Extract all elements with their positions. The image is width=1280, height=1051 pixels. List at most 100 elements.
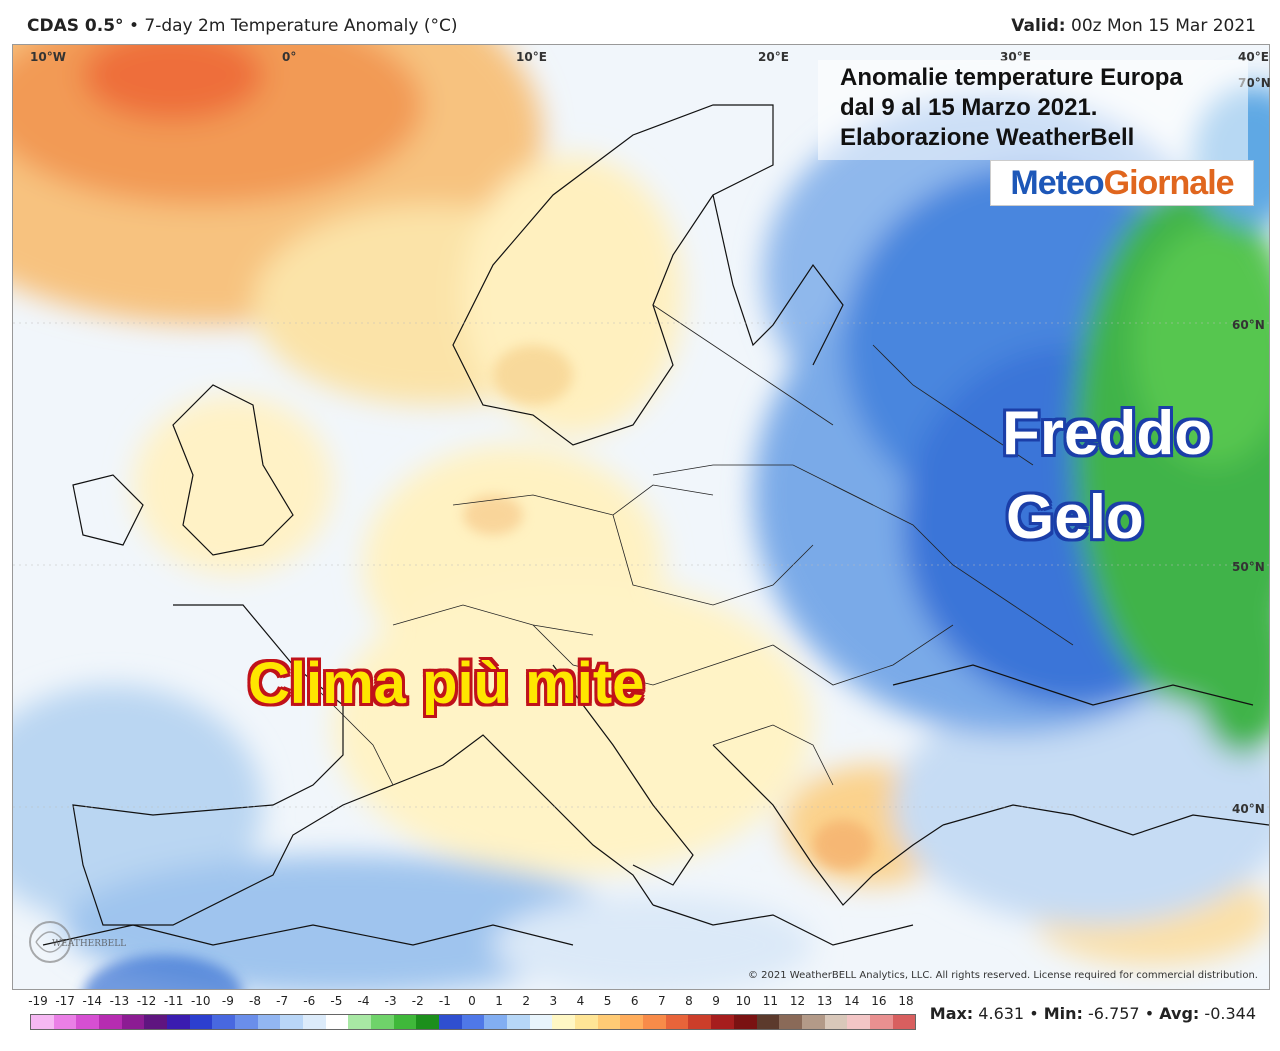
valid-time: Valid: 00z Mon 15 Mar 2021 [1011,16,1256,36]
scale-bar [30,1014,916,1030]
scale-tick-label: -17 [55,994,75,1008]
scale-tick-label: 7 [658,994,666,1008]
scale-tick-label: 5 [603,994,612,1008]
mild-label: Clima più mite [248,651,645,716]
scale-swatch [167,1015,190,1029]
title-line: Anomalie temperature Europa [840,64,1183,91]
scale-tick-label: -4 [357,994,370,1008]
scale-swatch [779,1015,802,1029]
scale-tick-label: 1 [495,994,503,1008]
scale-swatch [643,1015,666,1029]
max-value: 4.631 [978,1004,1025,1023]
lon-label: 10°W [30,50,66,64]
scale-swatch [99,1015,122,1029]
map-stats: Max: 4.631 • Min: -6.757 • Avg: -0.344 [929,1004,1256,1023]
scale-tick-label: 9 [712,994,720,1008]
scale-swatch [348,1015,372,1029]
scale-swatch [597,1015,621,1029]
scale-labels: -19 -17 -14 -13 -12 -11 -10 -9 -8 -7 -6 -5 -4 -3 -2 -1 0… [28,994,914,1010]
avg-label: Avg: [1159,1004,1200,1023]
weatherbell-logo-icon: WEATHERBELL [29,921,126,963]
model-name: CDAS 0.5° [27,16,124,36]
scale-swatch [552,1015,576,1029]
scale-tick-label: -8 [249,994,261,1008]
scale-tick-label: 12 [789,994,806,1008]
color-scale: -19 -17 -14 -13 -12 -11 -10 -9 -8 -7 -6 -5 -4 -3 -2 -1 0… [28,994,916,1034]
scale-swatch [575,1015,598,1029]
scale-swatch [665,1015,689,1029]
logo-part1: Meteo [1010,164,1104,202]
scale-tick-label: -5 [330,994,343,1008]
scale-tick-label: -7 [276,994,289,1008]
scale-swatch [280,1015,304,1029]
scale-tick-label: 6 [630,994,639,1008]
lat-label: 50°N [1232,560,1265,574]
scale-swatch [53,1015,77,1029]
scale-swatch [212,1015,236,1029]
min-label: Min: [1043,1004,1083,1023]
scale-tick-label: -1 [438,994,451,1008]
anomaly-map [12,44,1270,990]
valid-value: 00z Mon 15 Mar 2021 [1071,16,1256,36]
scale-swatch [892,1015,916,1029]
scale-swatch [869,1015,893,1029]
scale-swatch [144,1015,168,1029]
scale-tick-label: -3 [384,994,397,1008]
scale-swatch [507,1015,530,1029]
max-label: Max: [929,1004,974,1023]
scale-swatch [801,1015,825,1029]
scale-swatch [439,1015,462,1029]
scale-swatch [371,1015,394,1029]
scale-swatch [31,1015,54,1029]
scale-tick-label: -2 [411,994,424,1008]
cold-label: Freddo [1002,399,1213,468]
frost-label: Gelo [1006,483,1144,552]
scale-swatch [257,1015,281,1029]
scale-tick-label: -14 [82,994,103,1008]
scale-swatch [756,1015,780,1029]
scale-swatch [76,1015,100,1029]
scale-tick-label: -19 [28,994,48,1008]
scale-tick-label: 3 [549,994,558,1008]
scale-tick-label: 2 [522,994,531,1008]
scale-swatch [235,1015,258,1029]
title-box [818,60,1248,160]
watermark-text: WEATHERBELL [52,939,126,949]
scale-swatch [325,1015,349,1029]
scale-swatch [620,1015,644,1029]
title-line: dal 9 al 15 Marzo 2021. [840,94,1098,121]
map-canvas [13,45,1269,989]
scale-tick-label: -6 [303,994,316,1008]
scale-tick-label: -13 [109,994,130,1008]
scale-tick-label: 13 [816,994,833,1008]
scale-tick-label: 14 [844,994,860,1008]
scale-swatch [189,1015,213,1029]
lon-label: 0° [282,50,297,64]
min-value: -6.757 [1088,1004,1140,1023]
scale-tick-label: -12 [136,994,157,1008]
scale-swatch [484,1015,508,1029]
scale-swatch [711,1015,734,1029]
lat-label: 60°N [1232,318,1265,332]
scale-tick-label: 10 [735,994,751,1008]
scale-tick-label: -11 [163,994,184,1008]
lon-label: 20°E [758,50,789,64]
scale-tick-label: -10 [190,994,211,1008]
scale-swatch [461,1015,485,1029]
avg-value: -0.344 [1204,1004,1256,1023]
lat-label: 40°N [1232,802,1265,816]
scale-swatch [529,1015,553,1029]
map-header: CDAS 0.5° • 7-day 2m Temperature Anomaly… [0,0,1280,44]
scale-tick-label: 16 [871,994,887,1008]
scale-swatch [303,1015,326,1029]
scale-tick-label: 0 [468,994,476,1008]
scale-swatch [824,1015,848,1029]
scale-swatch [847,1015,870,1029]
scale-tick-label: 4 [576,994,585,1008]
scale-tick-label: 18 [898,994,914,1008]
scale-tick-label: 11 [762,994,779,1008]
copyright-notice: © 2021 WeatherBELL Analytics, LLC. All r… [748,970,1258,981]
product-name: 7-day 2m Temperature Anomaly (°C) [144,16,458,36]
product-title: CDAS 0.5° • 7-day 2m Temperature Anomaly… [27,16,458,36]
scale-tick-label: -9 [221,994,234,1008]
